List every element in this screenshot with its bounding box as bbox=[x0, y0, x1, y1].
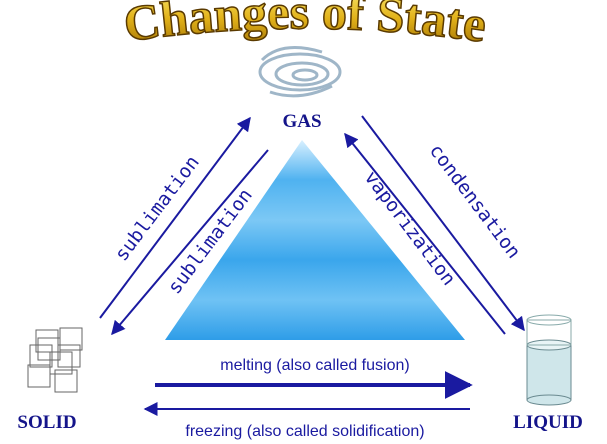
edge-label: melting (also called fusion) bbox=[220, 357, 409, 374]
page: {"title": "Changes of State", "nodes": [… bbox=[0, 0, 607, 444]
edge-label: sublimation bbox=[111, 152, 204, 266]
node-label: GAS bbox=[282, 111, 321, 132]
liquid-icon bbox=[527, 315, 571, 405]
node-label: SOLID bbox=[17, 412, 76, 433]
diagram: Changes of State GAS SOLID LIQUID sublim… bbox=[0, 0, 607, 444]
solid-icon bbox=[28, 328, 82, 392]
edge-label: freezing (also called solidification) bbox=[185, 423, 424, 440]
edge-label: condensation bbox=[425, 140, 525, 263]
title: Changes of State bbox=[120, 0, 489, 53]
node-label: LIQUID bbox=[513, 412, 583, 433]
gas-icon bbox=[260, 48, 340, 96]
title-text: Changes of State bbox=[120, 0, 489, 53]
